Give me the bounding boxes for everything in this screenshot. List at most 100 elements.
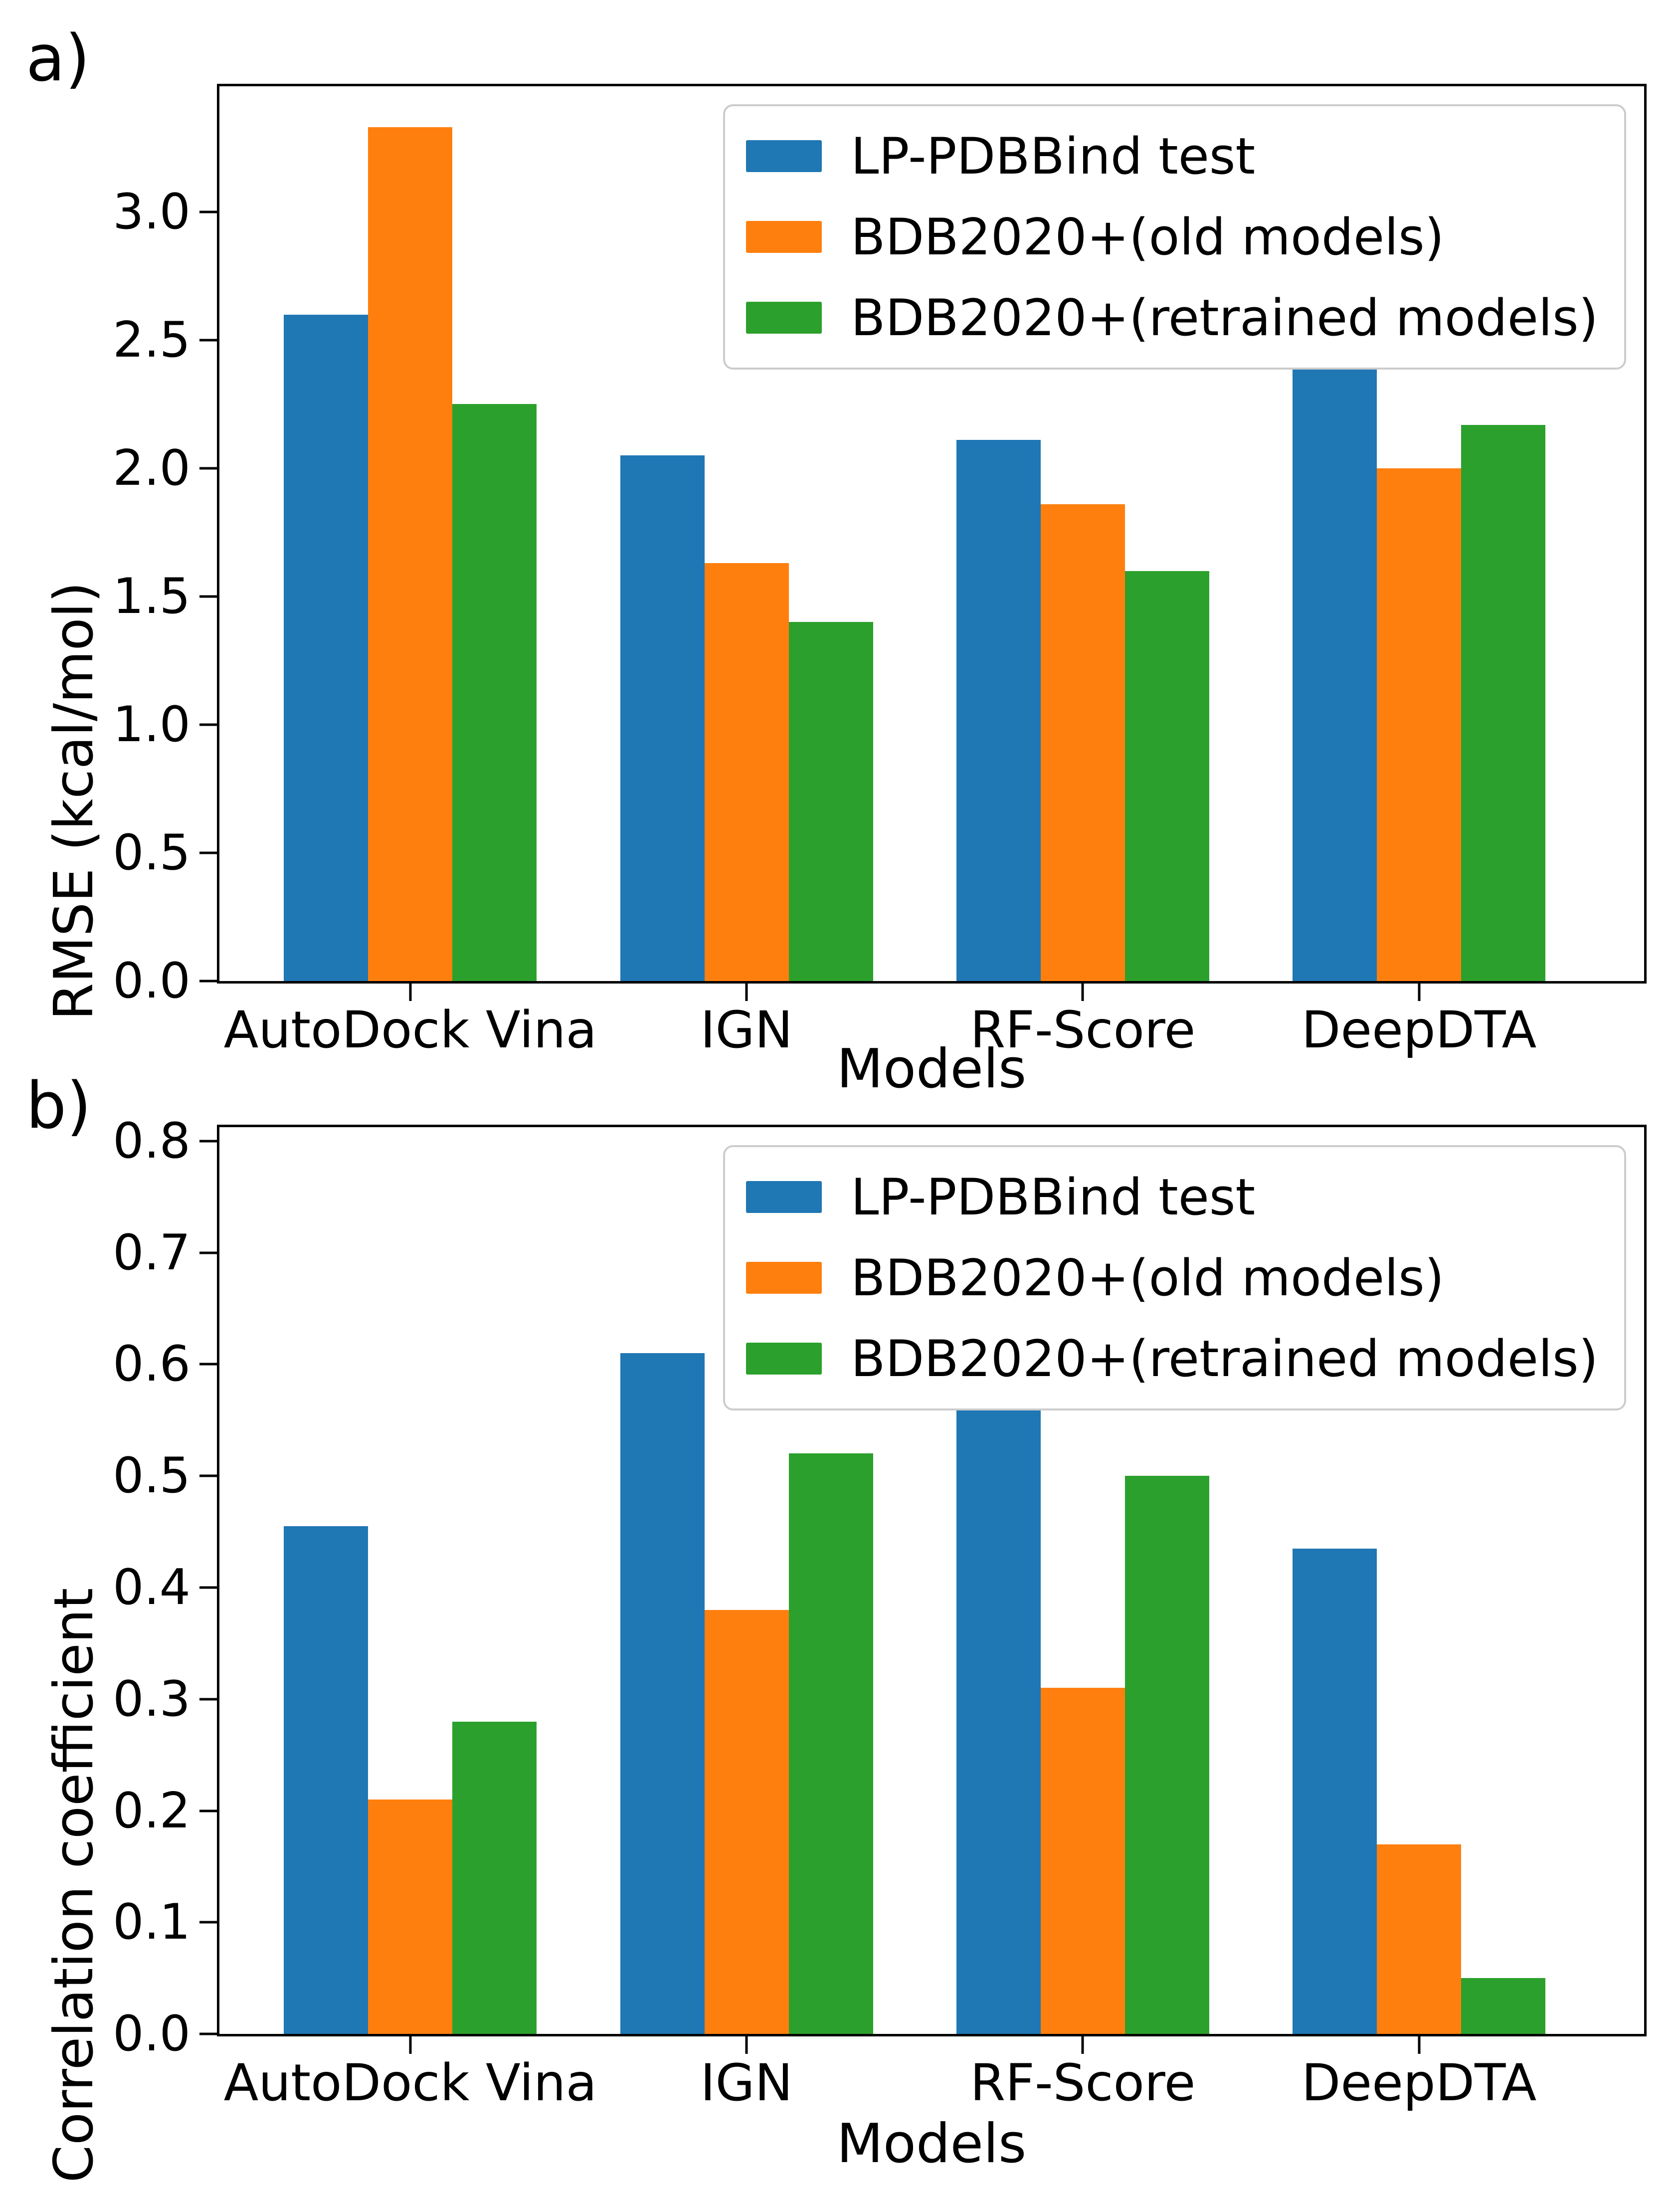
- x-tick-mark: [1418, 2036, 1421, 2054]
- legend-swatch-icon: [746, 140, 822, 173]
- y-tick-label: 0.2: [113, 1782, 190, 1839]
- y-tick-mark: [199, 723, 217, 726]
- y-tick-label: 0.1: [113, 1894, 190, 1951]
- legend-swatch-icon: [746, 221, 822, 253]
- y-tick-label: 0.7: [113, 1224, 190, 1281]
- panel-a-y-axis-label: RMSE (kcal/mol): [43, 582, 105, 1020]
- legend-label: BDB2020+(old models): [851, 207, 1445, 267]
- bar-lp-pdbbind-test-autodock-vina: [284, 1526, 369, 2034]
- panel-a-x-axis-label: Models: [836, 1038, 1027, 1100]
- x-tick-mark: [1418, 984, 1421, 1001]
- bar-bdb2020-retrained-models--autodock-vina: [452, 404, 537, 981]
- bar-lp-pdbbind-test-autodock-vina: [284, 314, 369, 981]
- legend-row: BDB2020+(retrained models): [746, 1330, 1598, 1388]
- bar-lp-pdbbind-test-rf-score: [956, 440, 1041, 981]
- y-tick-label: 0.6: [113, 1336, 190, 1393]
- legend-row: BDB2020+(old models): [746, 1249, 1598, 1307]
- bar-lp-pdbbind-test-rf-score: [956, 1387, 1041, 2034]
- y-tick-label: 1.0: [113, 696, 190, 753]
- bar-bdb2020-retrained-models--deepdta: [1461, 424, 1546, 981]
- legend-label: LP-PDBBind test: [851, 1168, 1256, 1226]
- bar-bdb2020-old-models--autodock-vina: [368, 127, 453, 981]
- x-tick-mark: [745, 984, 748, 1001]
- panel-b-plot-area: 0.0 0.1 0.2 0.3 0.4 0.5 0.6 0.7 0.8 AutoDock Vina…: [113, 1117, 1647, 2109]
- x-tick-mark: [409, 984, 412, 1001]
- y-tick-label: 2.0: [113, 439, 190, 497]
- bar-bdb2020-old-models--autodock-vina: [368, 1799, 453, 2034]
- panel-b-x-axis-label: Models: [836, 2113, 1027, 2175]
- x-tick-label-autodock-vina: AutoDock Vina: [223, 1000, 597, 1060]
- y-tick-label: 0.3: [113, 1670, 190, 1728]
- y-tick-mark: [199, 1140, 217, 1143]
- x-tick-label-rf-score: RF-Score: [970, 2053, 1196, 2113]
- y-tick-label: 0.5: [113, 824, 190, 881]
- legend-swatch-icon: [746, 1181, 822, 1213]
- y-tick-label: 0.0: [113, 2005, 190, 2062]
- panel-a: a) RMSE (kcal/mol) 0.0 0.5 1.0 1.5 2.0 2.5 3.0…: [26, 21, 1647, 1100]
- y-tick-mark: [199, 210, 217, 213]
- bar-lp-pdbbind-test-deepdta: [1293, 353, 1377, 981]
- legend-label: BDB2020+(retrained models): [851, 1329, 1598, 1389]
- x-tick-mark: [409, 2036, 412, 2054]
- y-tick-mark: [199, 1586, 217, 1589]
- y-tick-label: 0.4: [113, 1559, 190, 1616]
- legend-swatch-icon: [746, 1343, 822, 1375]
- y-tick-mark: [199, 851, 217, 854]
- x-tick-label-ign: IGN: [700, 2053, 793, 2113]
- x-tick-label-deepdta: DeepDTA: [1301, 1000, 1537, 1060]
- x-tick-mark: [1081, 984, 1084, 1001]
- bar-bdb2020-retrained-models--autodock-vina: [452, 1721, 537, 2034]
- x-tick-label-deepdta: DeepDTA: [1301, 2053, 1537, 2113]
- bar-bdb2020-retrained-models--deepdta: [1461, 1978, 1546, 2034]
- legend-label: BDB2020+(old models): [851, 1248, 1445, 1308]
- y-tick-mark: [199, 339, 217, 342]
- x-tick-label-autodock-vina: AutoDock Vina: [223, 2053, 597, 2113]
- panel-b-letter: b): [26, 1069, 92, 1143]
- x-tick-label-ign: IGN: [700, 1000, 793, 1060]
- y-tick-mark: [199, 980, 217, 983]
- legend-row: BDB2020+(retrained models): [746, 289, 1598, 347]
- panel-b-y-axis-label: Correlation coefficient: [43, 1588, 105, 2183]
- legend-row: LP-PDBBind test: [746, 1168, 1598, 1226]
- bar-lp-pdbbind-test-deepdta: [1293, 1548, 1377, 2034]
- y-tick-mark: [199, 1363, 217, 1366]
- y-tick-label: 0.5: [113, 1447, 190, 1505]
- bar-bdb2020-retrained-models--ign: [788, 622, 873, 981]
- y-tick-label: 2.5: [113, 311, 190, 369]
- bar-bdb2020-retrained-models--ign: [788, 1453, 873, 2034]
- bar-bdb2020-retrained-models--rf-score: [1124, 1476, 1209, 2034]
- bar-lp-pdbbind-test-ign: [620, 455, 705, 981]
- y-tick-label: 1.5: [113, 568, 190, 625]
- y-tick-label: 0.0: [113, 953, 190, 1009]
- y-tick-mark: [199, 1251, 217, 1254]
- bar-lp-pdbbind-test-ign: [620, 1353, 705, 2034]
- bar-bdb2020-retrained-models--rf-score: [1124, 571, 1209, 981]
- x-tick-label-rf-score: RF-Score: [970, 1000, 1196, 1060]
- legend-row: BDB2020+(old models): [746, 208, 1598, 266]
- y-tick-mark: [199, 467, 217, 470]
- legend-row: LP-PDBBind test: [746, 127, 1598, 185]
- bar-bdb2020-old-models--deepdta: [1377, 468, 1462, 981]
- bar-bdb2020-old-models--rf-score: [1040, 504, 1125, 981]
- x-tick-mark: [1081, 2036, 1084, 2054]
- y-tick-label: 0.8: [113, 1112, 190, 1170]
- y-tick-mark: [199, 1698, 217, 1701]
- x-tick-mark: [745, 2036, 748, 2054]
- y-tick-label: 3.0: [113, 183, 190, 240]
- panel-b: b) Correlation coefficient 0.0 0.1 0.2 0.3 0…: [0, 1067, 1680, 2198]
- y-tick-mark: [199, 595, 217, 598]
- y-tick-mark: [199, 2032, 217, 2035]
- bar-bdb2020-old-models--ign: [704, 563, 789, 981]
- bar-bdb2020-old-models--rf-score: [1040, 1688, 1125, 2034]
- legend-swatch-icon: [746, 1262, 822, 1294]
- panel-a-letter: a): [26, 21, 90, 96]
- legend-label: LP-PDBBind test: [851, 127, 1256, 186]
- bar-bdb2020-old-models--ign: [704, 1609, 789, 2034]
- legend: LP-PDBBind test BDB2020+(old models) BDB20…: [723, 104, 1626, 370]
- legend: LP-PDBBind test BDB2020+(old models) BDB20…: [723, 1145, 1626, 1411]
- legend-swatch-icon: [746, 302, 822, 334]
- panel-a-plot-area: 0.0 0.5 1.0 1.5 2.0 2.5 3.0 AutoDock Vina IGN RF-…: [113, 84, 1647, 1056]
- legend-label: BDB2020+(retrained models): [851, 288, 1598, 348]
- y-tick-mark: [199, 1921, 217, 1924]
